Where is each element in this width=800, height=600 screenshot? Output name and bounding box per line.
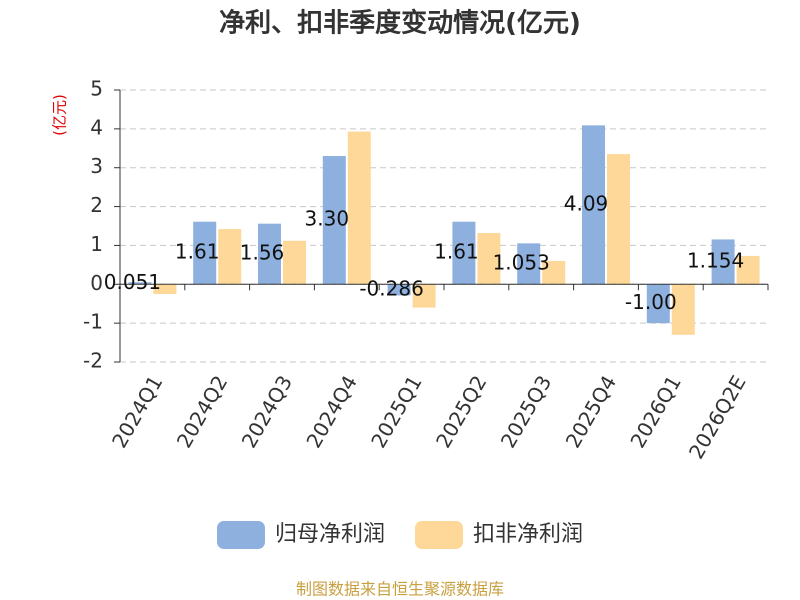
legend-swatch bbox=[415, 521, 463, 549]
x-tick-label: 2026Q1 bbox=[625, 371, 685, 452]
y-tick-label: 2 bbox=[90, 193, 103, 217]
bar bbox=[671, 284, 695, 335]
bar bbox=[128, 282, 152, 285]
bar bbox=[387, 284, 411, 296]
x-tick-label: 2025Q1 bbox=[366, 371, 426, 452]
bar bbox=[477, 232, 501, 285]
bar bbox=[153, 284, 177, 294]
bar bbox=[736, 255, 760, 285]
x-tick-label: 2025Q4 bbox=[561, 371, 621, 452]
y-tick-label: -2 bbox=[83, 349, 103, 373]
x-tick-label: 2024Q4 bbox=[301, 371, 361, 452]
y-tick-label: 5 bbox=[90, 77, 103, 101]
bar bbox=[711, 239, 735, 285]
bar bbox=[347, 131, 371, 285]
bar bbox=[646, 284, 670, 324]
value-label: 0.051 bbox=[104, 270, 161, 294]
bar bbox=[412, 284, 436, 308]
y-axis-label: (亿元) bbox=[51, 94, 69, 136]
y-tick-label: -1 bbox=[83, 310, 103, 334]
bar bbox=[322, 156, 346, 285]
value-label: 1.61 bbox=[434, 240, 479, 264]
y-tick-label: 1 bbox=[90, 232, 103, 256]
source-note: 制图数据来自恒生聚源数据库 bbox=[296, 580, 504, 599]
bar bbox=[582, 125, 605, 285]
x-tick-label: 2024Q2 bbox=[172, 371, 232, 452]
bar bbox=[258, 223, 281, 285]
x-tick-label: 2025Q2 bbox=[431, 371, 491, 452]
legend-swatch bbox=[217, 521, 265, 549]
bar bbox=[517, 243, 541, 285]
x-tick-label: 2026Q2E bbox=[684, 371, 751, 463]
x-tick-label: 2024Q1 bbox=[107, 371, 167, 452]
y-tick-label: 3 bbox=[90, 154, 103, 178]
y-tick-label: 0 bbox=[90, 271, 103, 295]
bar bbox=[452, 221, 476, 285]
value-label: 4.09 bbox=[564, 191, 609, 215]
value-label: -0.286 bbox=[359, 276, 423, 300]
value-label: 1.56 bbox=[240, 240, 285, 264]
value-label: 1.154 bbox=[687, 248, 744, 272]
value-label: -1.00 bbox=[625, 290, 677, 314]
bar bbox=[283, 240, 306, 285]
x-tick-label: 2025Q3 bbox=[496, 371, 556, 452]
bar bbox=[542, 260, 566, 285]
chart-title: 净利、扣非季度变动情况(亿元) bbox=[219, 8, 581, 39]
legend-label: 扣非净利润 bbox=[473, 522, 583, 547]
bar bbox=[607, 154, 630, 285]
y-tick-label: 4 bbox=[90, 115, 103, 139]
value-label: 3.30 bbox=[305, 207, 350, 231]
value-label: 1.053 bbox=[493, 250, 550, 274]
x-tick-label: 2024Q3 bbox=[237, 371, 297, 452]
bar bbox=[218, 229, 242, 285]
value-label: 1.61 bbox=[175, 240, 220, 264]
legend-label: 归母净利润 bbox=[275, 522, 385, 547]
bar bbox=[193, 221, 217, 285]
